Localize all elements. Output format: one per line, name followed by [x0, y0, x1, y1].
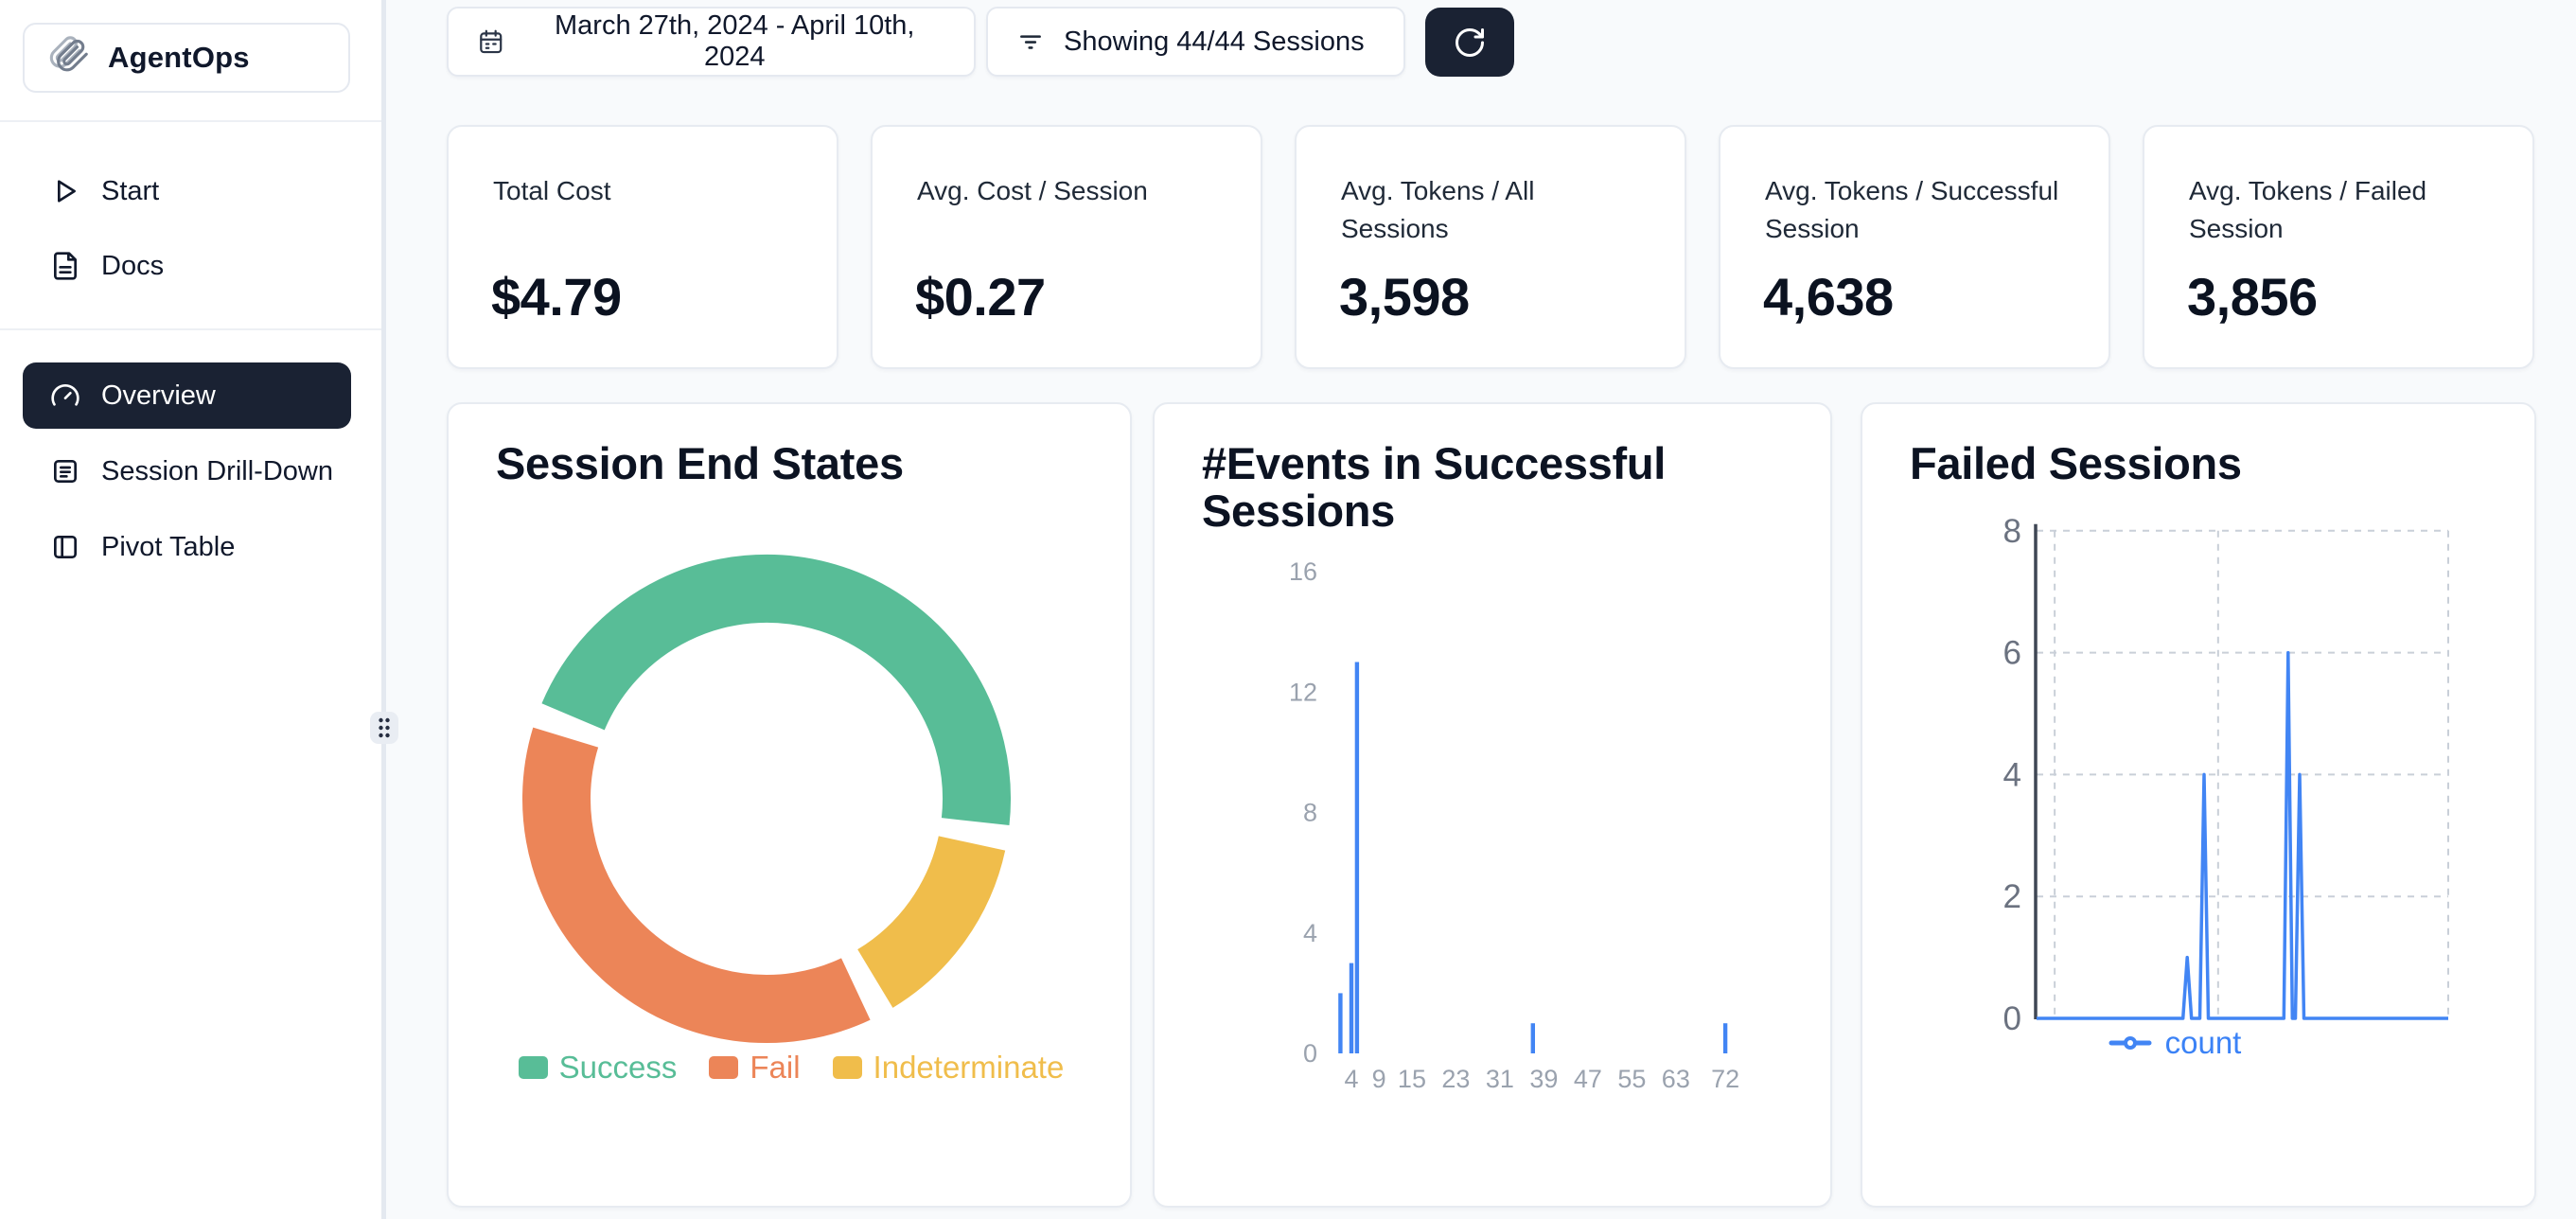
- events-histogram-card: #Events in Successful Sessions 0 4 8 12 16 4 9…: [1153, 402, 1832, 1208]
- sidebar-item-label: Session Drill-Down: [101, 455, 333, 486]
- svg-text:8: 8: [1303, 799, 1317, 827]
- stat-label: Avg. Tokens / All Sessions: [1341, 176, 1535, 243]
- grip-dots-icon: [379, 717, 390, 738]
- chart-title: #Events in Successful Sessions: [1202, 438, 1667, 536]
- gauge-icon: [51, 384, 79, 406]
- sidebar-item-overview[interactable]: Overview: [23, 362, 351, 429]
- svg-text:6: 6: [2003, 635, 2021, 672]
- legend-item-indeterminate[interactable]: Indeterminate: [832, 1050, 1065, 1086]
- date-range-button[interactable]: March 27th, 2024 - April 10th, 2024: [447, 7, 976, 77]
- svg-text:4: 4: [1345, 1065, 1359, 1093]
- svg-text:4: 4: [1303, 919, 1317, 947]
- svg-text:9: 9: [1372, 1065, 1386, 1093]
- stat-value: $4.79: [491, 267, 622, 327]
- sidebar-item-label: Pivot Table: [101, 531, 236, 562]
- indeterminate-swatch-icon: [832, 1056, 862, 1079]
- legend-label: Indeterminate: [873, 1050, 1065, 1085]
- stat-label: Avg. Tokens / Failed Session: [2189, 176, 2427, 243]
- svg-text:47: 47: [1574, 1065, 1602, 1093]
- logo[interactable]: AgentOps: [23, 23, 350, 93]
- stat-value: 4,638: [1763, 267, 1894, 327]
- sessions-filter-button[interactable]: Showing 44/44 Sessions: [986, 7, 1405, 77]
- legend-label: count: [2164, 1025, 2242, 1060]
- count-legend[interactable]: count: [1862, 1025, 2487, 1061]
- svg-text:39: 39: [1529, 1065, 1558, 1093]
- calendar-icon: [480, 29, 503, 54]
- app-title: AgentOps: [108, 41, 250, 74]
- sidebar-divider-top: [0, 120, 381, 122]
- stat-label: Avg. Tokens / Successful Session: [1765, 176, 2059, 243]
- sidebar-item-label: Overview: [101, 380, 216, 411]
- docs-icon: [54, 252, 77, 280]
- svg-text:2: 2: [2003, 878, 2021, 915]
- donut-chart: [522, 554, 1012, 1044]
- filter-icon: [1020, 35, 1041, 49]
- legend-label: Success: [558, 1050, 678, 1085]
- sidebar-divider-mid: [0, 328, 381, 330]
- svg-text:12: 12: [1289, 678, 1317, 706]
- date-range-label: March 27th, 2024 - April 10th, 2024: [555, 10, 915, 72]
- fail-swatch-icon: [709, 1056, 739, 1079]
- paperclip-logo-icon: [49, 35, 91, 81]
- line-series-marker-icon: [2108, 1036, 2152, 1050]
- svg-text:0: 0: [1303, 1039, 1317, 1068]
- svg-text:8: 8: [2003, 513, 2021, 550]
- stat-card-avg-tokens-failed: Avg. Tokens / Failed Session 3,856: [2143, 125, 2534, 369]
- svg-text:15: 15: [1398, 1065, 1426, 1093]
- failed-sessions-card: Failed Sessions 0 2 4 6 8 count: [1861, 402, 2536, 1208]
- success-swatch-icon: [518, 1056, 548, 1079]
- legend-item-success[interactable]: Success: [518, 1050, 678, 1086]
- stat-label: Avg. Cost / Session: [917, 176, 1148, 205]
- play-icon: [57, 180, 76, 203]
- drilldown-icon: [54, 460, 77, 483]
- sidebar: AgentOps Start Docs Overview Session Dri…: [0, 0, 381, 1219]
- sessions-filter-label: Showing 44/44 Sessions: [1064, 26, 1365, 57]
- chart-title: Failed Sessions: [1910, 438, 2242, 488]
- legend-label: Fail: [750, 1050, 801, 1085]
- sidebar-item-start[interactable]: Start: [23, 164, 351, 219]
- stat-value: 3,598: [1339, 267, 1470, 327]
- svg-text:72: 72: [1711, 1065, 1739, 1093]
- session-end-states-card: Session End States Success Fail Indeterm…: [447, 402, 1132, 1208]
- stat-value: $0.27: [915, 267, 1046, 327]
- legend-item-fail[interactable]: Fail: [709, 1050, 801, 1086]
- stat-card-avg-tokens-success: Avg. Tokens / Successful Session 4,638: [1719, 125, 2110, 369]
- stat-card-avg-tokens-all: Avg. Tokens / All Sessions 3,598: [1295, 125, 1686, 369]
- sidebar-item-label: Docs: [101, 250, 165, 281]
- pivot-table-icon: [54, 536, 77, 558]
- stat-label: Total Cost: [493, 176, 611, 205]
- svg-text:55: 55: [1617, 1065, 1646, 1093]
- svg-text:31: 31: [1486, 1065, 1514, 1093]
- stat-value: 3,856: [2187, 267, 2318, 327]
- main-content: March 27th, 2024 - April 10th, 2024 Show…: [386, 0, 2576, 1219]
- refresh-icon: [1456, 27, 1484, 57]
- sidebar-resize-divider: [381, 0, 386, 1219]
- svg-text:4: 4: [2003, 756, 2021, 793]
- stat-card-avg-cost: Avg. Cost / Session $0.27: [871, 125, 1262, 369]
- svg-text:63: 63: [1662, 1065, 1690, 1093]
- sidebar-item-docs[interactable]: Docs: [23, 238, 351, 293]
- sidebar-item-pivot-table[interactable]: Pivot Table: [23, 520, 351, 574]
- donut-legend: Success Fail Indeterminate: [449, 1050, 1134, 1086]
- sidebar-item-session-drill-down[interactable]: Session Drill-Down: [23, 444, 351, 499]
- refresh-button[interactable]: [1425, 8, 1514, 77]
- svg-text:23: 23: [1441, 1065, 1470, 1093]
- sidebar-drag-handle[interactable]: [370, 712, 398, 744]
- sidebar-item-label: Start: [101, 175, 160, 206]
- svg-text:0: 0: [2003, 1000, 2021, 1037]
- line-chart: 0 2 4 6 8: [2003, 513, 2449, 1037]
- stat-card-total-cost: Total Cost $4.79: [447, 125, 838, 369]
- svg-text:16: 16: [1289, 557, 1317, 586]
- chart-title: Session End States: [496, 438, 904, 488]
